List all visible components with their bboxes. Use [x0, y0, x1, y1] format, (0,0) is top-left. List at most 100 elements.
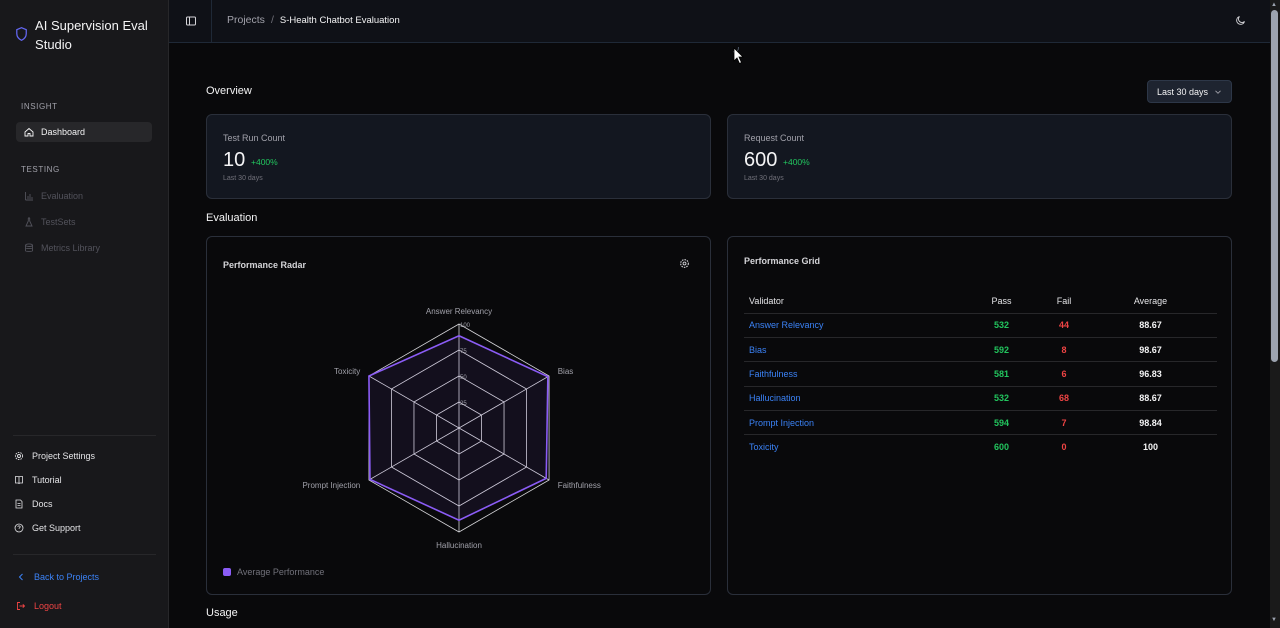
validator-link[interactable]: Bias	[744, 337, 959, 363]
sidebar: AI Supervision Eval Studio INSIGHT Dashb…	[0, 0, 169, 628]
radar-title: Performance Radar	[223, 260, 307, 270]
sidebar-item-label: Metrics Library	[41, 243, 101, 253]
pass-count: 581	[959, 361, 1044, 387]
average-score: 88.67	[1084, 313, 1217, 338]
column-header-fail: Fail	[1044, 289, 1084, 314]
sidebar-item-get-support[interactable]: Get Support	[14, 520, 81, 536]
validator-link[interactable]: Hallucination	[744, 386, 959, 412]
validator-link[interactable]: Answer Relevancy	[744, 313, 959, 338]
radar-axis-label: Answer Relevancy	[426, 307, 492, 316]
chevron-down-icon	[1215, 89, 1221, 94]
table-row: Faithfulness 581 6 96.83	[744, 361, 1217, 387]
chevron-left-icon	[18, 573, 23, 581]
logout-button[interactable]: Logout	[16, 598, 62, 614]
breadcrumb-current: S-Health Chatbot Evaluation	[279, 14, 400, 26]
radar-legend[interactable]: Average Performance	[223, 567, 324, 577]
fail-count: 68	[1044, 386, 1084, 412]
sidebar-item-label: Dashboard	[41, 127, 86, 137]
radar-tick-label: 75	[460, 349, 467, 355]
sidebar-item-metrics-library[interactable]: Metrics Library	[16, 238, 152, 258]
section-label-testing: TESTING	[21, 165, 60, 174]
gear-icon[interactable]	[679, 258, 690, 269]
sidebar-item-docs[interactable]: Docs	[14, 496, 53, 512]
performance-radar-panel: Performance Radar 25 50 75 100 Answer Releva…	[206, 236, 711, 595]
fail-count: 44	[1044, 313, 1084, 338]
sidebar-item-dashboard[interactable]: Dashboard	[16, 122, 152, 142]
table-row: Hallucination 532 68 88.67	[744, 386, 1217, 412]
back-to-projects-link[interactable]: Back to Projects	[16, 569, 99, 585]
pass-count: 532	[959, 386, 1044, 412]
kpi-delta: +400%	[783, 157, 810, 167]
fail-count: 0	[1061, 442, 1067, 453]
doc-icon	[15, 499, 23, 509]
validator-link[interactable]: Toxicity	[749, 442, 779, 453]
sidebar-item-label: Docs	[32, 499, 53, 509]
mouse-cursor-icon	[733, 47, 744, 65]
scroll-up-arrow[interactable]: ▲	[1271, 2, 1277, 8]
kpi-value: 600	[744, 149, 778, 171]
pass-count: 600	[993, 442, 1010, 453]
table-row: Bias 592 8 98.67	[744, 337, 1217, 363]
grid-title: Performance Grid	[744, 256, 821, 266]
sidebar-item-tutorial[interactable]: Tutorial	[14, 472, 62, 488]
moon-icon[interactable]	[1235, 14, 1247, 26]
validator-link[interactable]: Prompt Injection	[744, 410, 959, 436]
sidebar-divider	[13, 435, 156, 436]
sidebar-item-evaluation[interactable]: Evaluation	[16, 186, 152, 206]
radar-series-area	[368, 334, 549, 522]
legend-swatch	[223, 568, 231, 576]
logout-label: Logout	[34, 601, 62, 611]
fail-count: 6	[1044, 361, 1084, 387]
table-row: Prompt Injection 594 7 98.84	[744, 410, 1217, 436]
radar-spoke	[458, 375, 550, 429]
kpi-value: 10	[223, 149, 246, 171]
performance-table: Validator Pass Fail Average Answer Relev…	[744, 289, 1217, 459]
average-score: 98.67	[1084, 337, 1217, 363]
radar-spoke	[368, 427, 460, 481]
home-icon	[24, 127, 34, 137]
brand[interactable]: AI Supervision Eval Studio	[16, 16, 156, 54]
radar-axis-label: Faithfulness	[558, 481, 601, 490]
sidebar-item-label: TestSets	[41, 217, 76, 227]
sidebar-toggle-icon[interactable]	[183, 13, 199, 29]
radar-chart: 25 50 75 100 Answer Relevancy Bias Faithfulnes…	[302, 307, 601, 550]
kpi-subtitle: Last 30 days	[223, 175, 263, 182]
back-to-projects-label: Back to Projects	[34, 572, 100, 582]
average-score: 96.83	[1084, 361, 1217, 387]
bar-chart-icon	[25, 192, 33, 201]
sidebar-item-label: Evaluation	[41, 191, 84, 201]
radar-axis-label: Hallucination	[436, 541, 482, 550]
column-header-pass: Pass	[959, 289, 1044, 314]
sidebar-item-label: Tutorial	[32, 475, 62, 485]
section-label-insight: INSIGHT	[21, 102, 58, 111]
flask-icon	[25, 217, 33, 227]
column-header-average: Average	[1084, 289, 1217, 314]
performance-grid-panel: Performance Grid Validator Pass Fail Ave…	[727, 236, 1232, 595]
date-range-select[interactable]: Last 30 days	[1147, 80, 1232, 103]
evaluation-heading: Evaluation	[206, 212, 258, 224]
logout-icon	[17, 602, 26, 610]
test-run-count-card: Test Run Count 10 +400% Last 30 days	[206, 114, 711, 199]
radar-axis-label: Toxicity	[334, 367, 360, 376]
validator-link[interactable]: Faithfulness	[744, 361, 959, 387]
breadcrumb-separator: /	[270, 14, 274, 26]
sidebar-item-project-settings[interactable]: Project Settings	[14, 448, 95, 464]
topbar-divider	[211, 0, 212, 43]
sidebar-divider	[13, 554, 156, 555]
average-score: 98.84	[1084, 410, 1217, 436]
legend-label: Average Performance	[237, 567, 325, 577]
breadcrumb: Projects / S-Health Chatbot Evaluation	[227, 14, 400, 26]
sidebar-item-testsets[interactable]: TestSets	[16, 212, 152, 232]
radar-tick-label: 100	[460, 323, 471, 329]
sidebar-item-label: Project Settings	[32, 451, 96, 461]
book-icon	[15, 476, 23, 485]
fail-count: 7	[1044, 410, 1084, 436]
kpi-subtitle: Last 30 days	[744, 175, 784, 182]
radar-spoke	[458, 427, 550, 481]
breadcrumb-projects[interactable]: Projects	[227, 14, 265, 26]
scrollbar-thumb[interactable]	[1271, 10, 1278, 362]
overview-heading: Overview	[206, 85, 252, 97]
scroll-down-arrow[interactable]: ▼	[1271, 617, 1277, 623]
kpi-label: Test Run Count	[223, 133, 286, 143]
